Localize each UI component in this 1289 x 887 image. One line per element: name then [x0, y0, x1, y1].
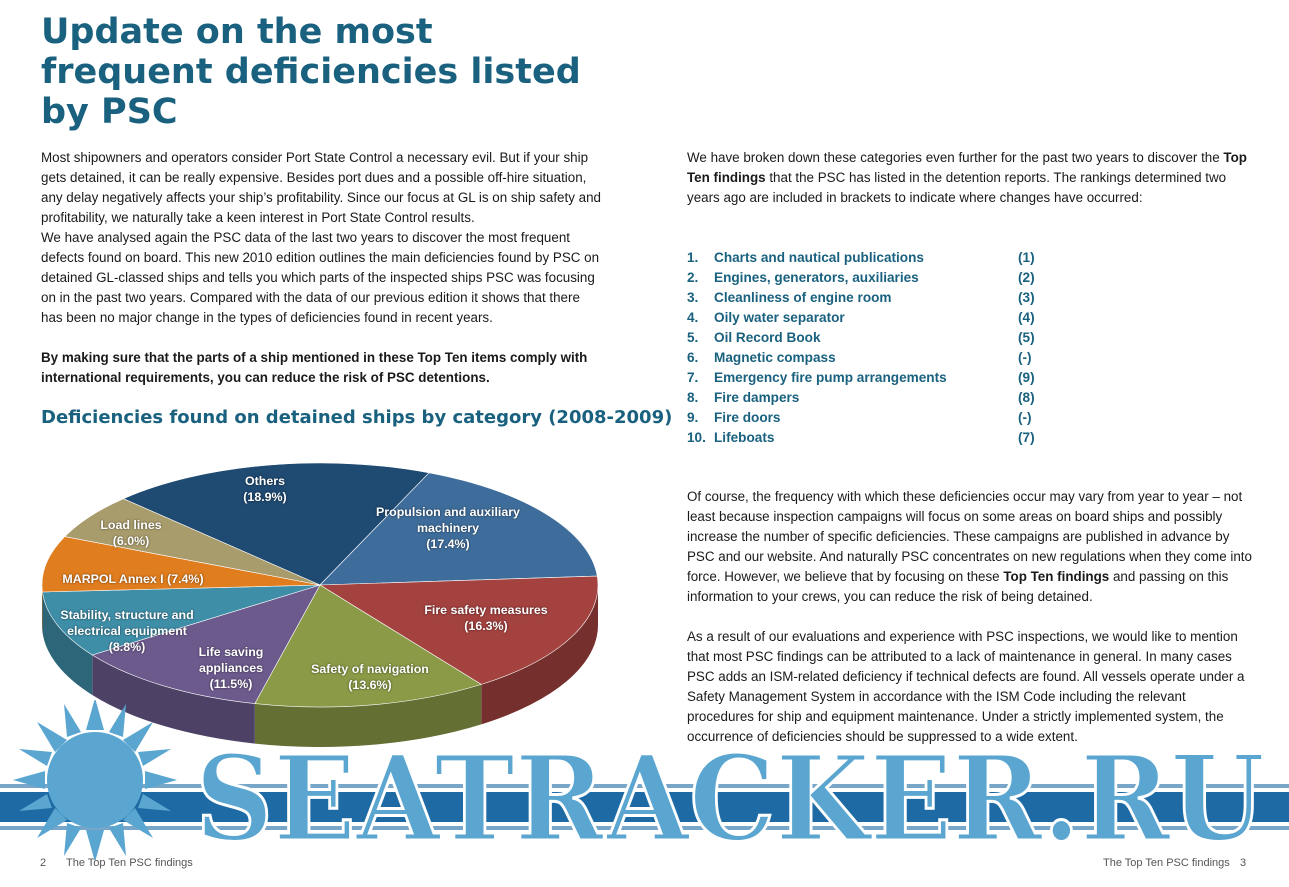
paragraph: As a result of our evaluations and exper… [687, 629, 1245, 744]
item-label: Charts and nautical publications [714, 250, 924, 265]
list-item: 1. Charts and nautical publications (1) [687, 248, 1047, 268]
item-label: Emergency fire pump arrangements [714, 370, 947, 385]
item-label: Lifeboats [714, 430, 775, 445]
list-item: 6. Magnetic compass (-) [687, 348, 1047, 368]
item-label: Magnetic compass [714, 350, 836, 365]
footer-text: The Top Ten PSC findings [1103, 857, 1230, 869]
page-number: 3 [1240, 857, 1247, 869]
item-label: Oily water separator [714, 310, 845, 325]
item-previous-rank: (4) [1018, 310, 1035, 325]
text: and passing on this information to your … [687, 569, 1229, 604]
item-number: 9. [687, 410, 699, 425]
watermark-band [0, 792, 1289, 822]
list-item: 3. Cleanliness of engine room (3) [687, 288, 1047, 308]
paragraph: Of course, the frequency with which thes… [687, 487, 1252, 607]
item-label: Oil Record Book [714, 330, 821, 345]
slice-side [92, 654, 255, 744]
item-label: Fire doors [714, 410, 781, 425]
item-previous-rank: (7) [1018, 430, 1035, 445]
watermark-band [0, 784, 1289, 788]
top-ten-list: 1. Charts and nautical publications (1) 2. E… [687, 248, 1047, 448]
slice-side [254, 684, 482, 747]
item-number: 1. [687, 250, 699, 265]
item-number: 10. [687, 430, 706, 445]
text: Of course, the frequency with which thes… [687, 489, 1252, 584]
text: that the PSC has listed in the detention… [687, 170, 1227, 205]
pie-chart [41, 462, 599, 747]
item-previous-rank: (8) [1018, 390, 1035, 405]
item-previous-rank: (9) [1018, 370, 1035, 385]
watermark: SEATRACKER.RU [0, 700, 1289, 860]
text: We have broken down these categories eve… [687, 150, 1224, 165]
slice-side [42, 591, 93, 695]
watermark-band [0, 826, 1289, 830]
slice [318, 575, 599, 685]
paragraph: Most shipowners and operators consider P… [41, 150, 601, 225]
paragraph: By making sure that the parts of a ship … [41, 350, 588, 385]
item-previous-rank: (2) [1018, 270, 1035, 285]
slice [42, 584, 321, 656]
slice [41, 536, 321, 593]
right-column: We have broken down these categories eve… [687, 148, 1252, 208]
text: Top Ten findings [1003, 569, 1110, 584]
page-title: Update on the most frequent deficiencies… [41, 12, 581, 132]
slice [122, 462, 430, 586]
list-item: 5. Oil Record Book (5) [687, 328, 1047, 348]
item-number: 4. [687, 310, 699, 325]
item-number: 6. [687, 350, 699, 365]
item-number: 2. [687, 270, 699, 285]
list-item: 9. Fire doors (-) [687, 408, 1047, 428]
item-number: 7. [687, 370, 699, 385]
list-item: 4. Oily water separator (4) [687, 308, 1047, 328]
list-item: 2. Engines, generators, auxiliaries (2) [687, 268, 1047, 288]
item-label: Fire dampers [714, 390, 800, 405]
item-number: 5. [687, 330, 699, 345]
item-label: Engines, generators, auxiliaries [714, 270, 919, 285]
item-previous-rank: (-) [1018, 350, 1032, 365]
page-number: 2 [40, 857, 47, 869]
left-column: Most shipowners and operators consider P… [41, 148, 601, 388]
list-item: 10. Lifeboats (7) [687, 428, 1047, 448]
list-item: 7. Emergency fire pump arrangements (9) [687, 368, 1047, 388]
slice [254, 584, 482, 708]
slice [64, 498, 321, 586]
item-number: 8. [687, 390, 699, 405]
item-previous-rank: (-) [1018, 410, 1032, 425]
item-number: 3. [687, 290, 699, 305]
paragraph: We have analysed again the PSC data of t… [41, 230, 600, 325]
slice [319, 472, 598, 586]
footer-text: The Top Ten PSC findings [66, 857, 193, 869]
slice [91, 584, 321, 704]
item-previous-rank: (5) [1018, 330, 1035, 345]
watermark-sun [13, 700, 177, 860]
item-previous-rank: (3) [1018, 290, 1035, 305]
slice-side [481, 585, 598, 725]
paragraph: We have broken down these categories eve… [687, 148, 1252, 208]
item-previous-rank: (1) [1018, 250, 1035, 265]
right-column-lower: Of course, the frequency with which thes… [687, 487, 1252, 747]
watermark-text: SEATRACKER.RU [195, 729, 1265, 860]
chart-title: Deficiencies found on detained ships by … [41, 407, 673, 428]
list-item: 8. Fire dampers (8) [687, 388, 1047, 408]
item-label: Cleanliness of engine room [714, 290, 892, 305]
text: Top Ten findings [687, 150, 1247, 185]
